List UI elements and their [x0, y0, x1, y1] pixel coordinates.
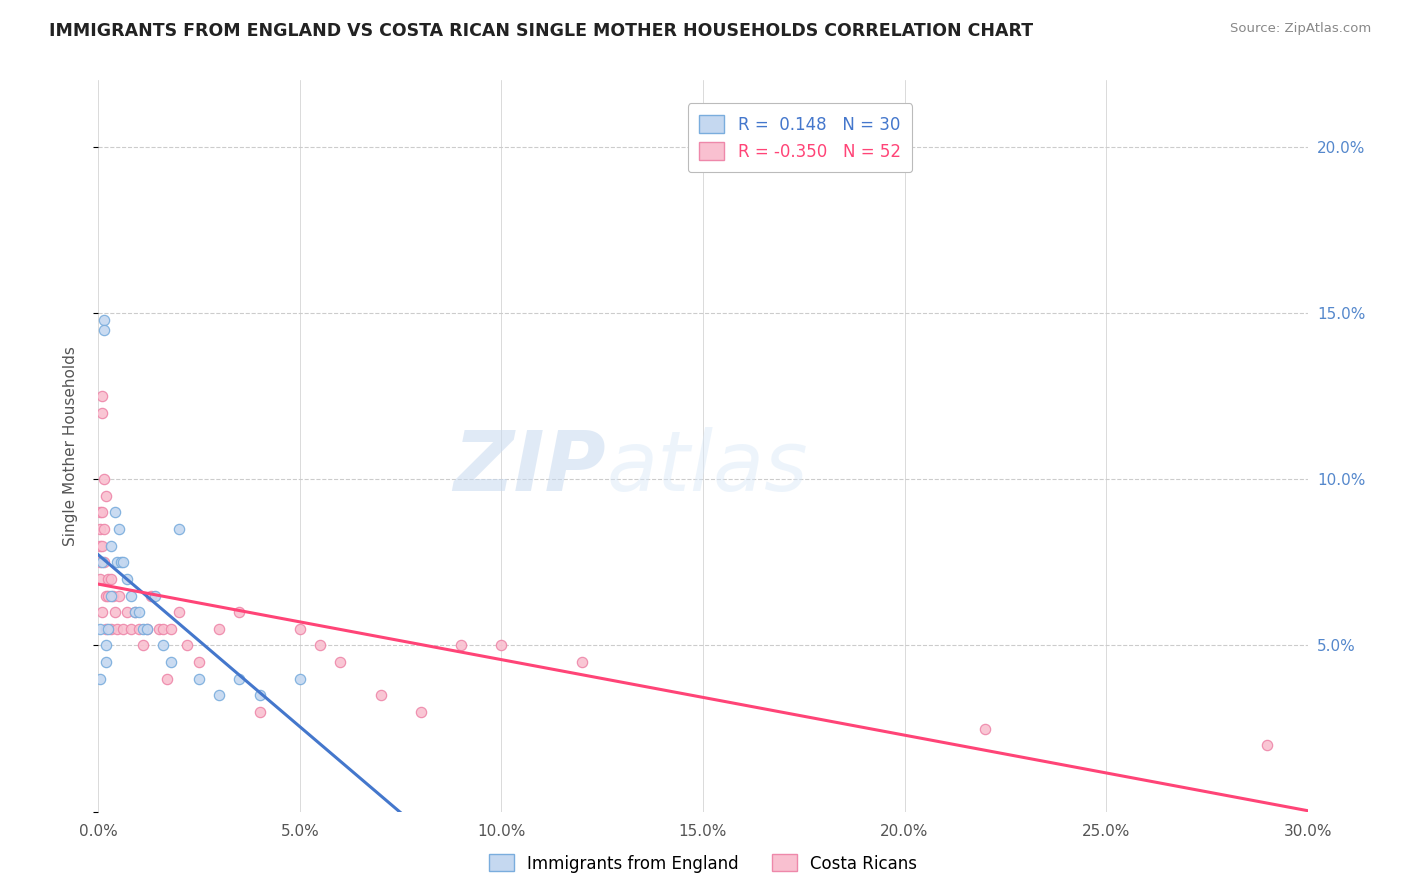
Legend: R =  0.148   N = 30, R = -0.350   N = 52: R = 0.148 N = 30, R = -0.350 N = 52 [688, 103, 912, 172]
Point [228, 672, 250, 686]
Point [115, 572, 138, 586]
Point [135, 622, 157, 636]
Point [89, 572, 111, 586]
Point [120, 622, 142, 636]
Point [188, 655, 211, 669]
Point [148, 622, 170, 636]
Point [91, 389, 114, 403]
Point [89, 555, 111, 569]
Point [91, 605, 114, 619]
Text: Source: ZipAtlas.com: Source: ZipAtlas.com [1230, 22, 1371, 36]
Point [103, 605, 125, 619]
Point [128, 622, 150, 636]
Point [152, 622, 174, 636]
Point [167, 522, 190, 536]
Point [97, 572, 120, 586]
Point [89, 672, 111, 686]
Point [152, 639, 174, 653]
Point [93, 312, 115, 326]
Point [143, 589, 166, 603]
Point [91, 406, 114, 420]
Point [120, 589, 142, 603]
Point [89, 506, 111, 520]
Point [491, 639, 513, 653]
Point [160, 622, 183, 636]
Point [105, 622, 128, 636]
Point [309, 639, 332, 653]
Point [97, 622, 120, 636]
Point [89, 622, 111, 636]
Point [249, 689, 271, 703]
Point [228, 605, 250, 619]
Point [450, 639, 472, 653]
Point [91, 539, 114, 553]
Point [96, 639, 118, 653]
Point [115, 605, 138, 619]
Point [135, 622, 157, 636]
Point [100, 622, 122, 636]
Text: IMMIGRANTS FROM ENGLAND VS COSTA RICAN SINGLE MOTHER HOUSEHOLDS CORRELATION CHAR: IMMIGRANTS FROM ENGLAND VS COSTA RICAN S… [49, 22, 1033, 40]
Point [288, 672, 311, 686]
Point [208, 689, 231, 703]
Text: ZIP: ZIP [454, 427, 606, 508]
Point [100, 572, 122, 586]
Point [100, 539, 122, 553]
Point [100, 589, 122, 603]
Point [132, 639, 155, 653]
Legend: Immigrants from England, Costa Ricans: Immigrants from England, Costa Ricans [482, 847, 924, 880]
Point [96, 589, 118, 603]
Point [571, 655, 593, 669]
Point [188, 672, 211, 686]
Point [167, 605, 190, 619]
Point [96, 622, 118, 636]
Point [124, 605, 146, 619]
Point [124, 605, 146, 619]
Point [329, 655, 352, 669]
Point [107, 589, 129, 603]
Point [249, 705, 271, 719]
Point [96, 489, 118, 503]
Point [1256, 738, 1278, 752]
Point [288, 622, 311, 636]
Point [110, 555, 132, 569]
Point [409, 705, 432, 719]
Point [89, 522, 111, 536]
Point [97, 589, 120, 603]
Point [370, 689, 392, 703]
Point [91, 506, 114, 520]
Point [128, 605, 150, 619]
Point [89, 539, 111, 553]
Point [111, 555, 134, 569]
Point [93, 323, 115, 337]
Point [105, 555, 128, 569]
Point [93, 472, 115, 486]
Y-axis label: Single Mother Households: Single Mother Households [63, 346, 77, 546]
Point [103, 506, 125, 520]
Text: atlas: atlas [606, 427, 808, 508]
Point [160, 655, 183, 669]
Point [176, 639, 198, 653]
Point [96, 655, 118, 669]
Point [132, 622, 155, 636]
Point [156, 672, 179, 686]
Point [208, 622, 231, 636]
Point [139, 589, 162, 603]
Point [93, 522, 115, 536]
Point [107, 522, 129, 536]
Point [93, 555, 115, 569]
Point [974, 722, 997, 736]
Point [101, 589, 124, 603]
Point [111, 622, 134, 636]
Point [91, 555, 114, 569]
